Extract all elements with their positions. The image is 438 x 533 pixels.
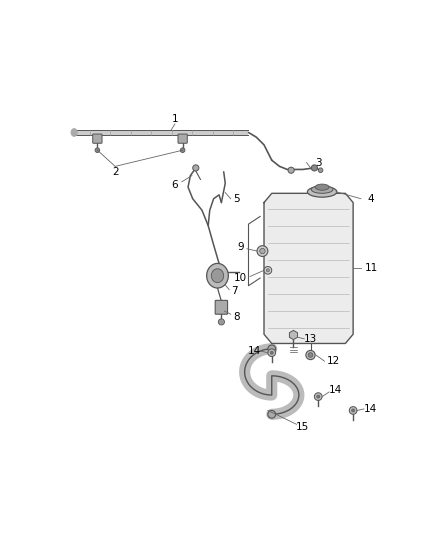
Text: 14: 14 <box>364 404 377 414</box>
Circle shape <box>288 167 294 173</box>
Circle shape <box>268 410 276 418</box>
Polygon shape <box>264 193 353 343</box>
Circle shape <box>264 266 272 274</box>
Text: 8: 8 <box>233 311 240 321</box>
Text: 14: 14 <box>248 346 261 356</box>
Text: 12: 12 <box>327 356 340 366</box>
Circle shape <box>180 148 185 152</box>
Circle shape <box>349 407 357 414</box>
Text: 6: 6 <box>172 180 178 190</box>
Circle shape <box>352 409 355 412</box>
Text: 9: 9 <box>237 242 244 252</box>
Circle shape <box>314 393 322 400</box>
Text: 7: 7 <box>231 286 238 296</box>
Circle shape <box>270 351 273 354</box>
Circle shape <box>95 148 100 152</box>
Circle shape <box>268 345 276 353</box>
Circle shape <box>308 353 313 357</box>
FancyBboxPatch shape <box>93 134 102 143</box>
Circle shape <box>268 349 276 357</box>
Circle shape <box>306 350 315 360</box>
Text: 4: 4 <box>367 193 374 204</box>
Circle shape <box>317 395 320 398</box>
Text: 2: 2 <box>112 167 119 177</box>
Text: 15: 15 <box>296 422 309 432</box>
Circle shape <box>218 319 224 325</box>
Text: 10: 10 <box>234 273 247 283</box>
Ellipse shape <box>71 128 77 136</box>
Circle shape <box>260 248 265 254</box>
Circle shape <box>311 165 318 171</box>
Text: 3: 3 <box>315 158 321 167</box>
Ellipse shape <box>207 263 228 288</box>
Ellipse shape <box>311 185 333 193</box>
Text: 14: 14 <box>328 385 342 395</box>
Text: 11: 11 <box>364 263 378 273</box>
Circle shape <box>266 269 269 272</box>
Circle shape <box>257 246 268 256</box>
Ellipse shape <box>307 187 337 197</box>
Text: 1: 1 <box>172 115 178 124</box>
Text: 5: 5 <box>233 193 240 204</box>
Text: 13: 13 <box>304 334 317 344</box>
FancyBboxPatch shape <box>215 301 228 314</box>
Ellipse shape <box>315 184 329 190</box>
Circle shape <box>318 168 323 173</box>
FancyBboxPatch shape <box>178 134 187 143</box>
Ellipse shape <box>211 269 224 282</box>
Circle shape <box>193 165 199 171</box>
